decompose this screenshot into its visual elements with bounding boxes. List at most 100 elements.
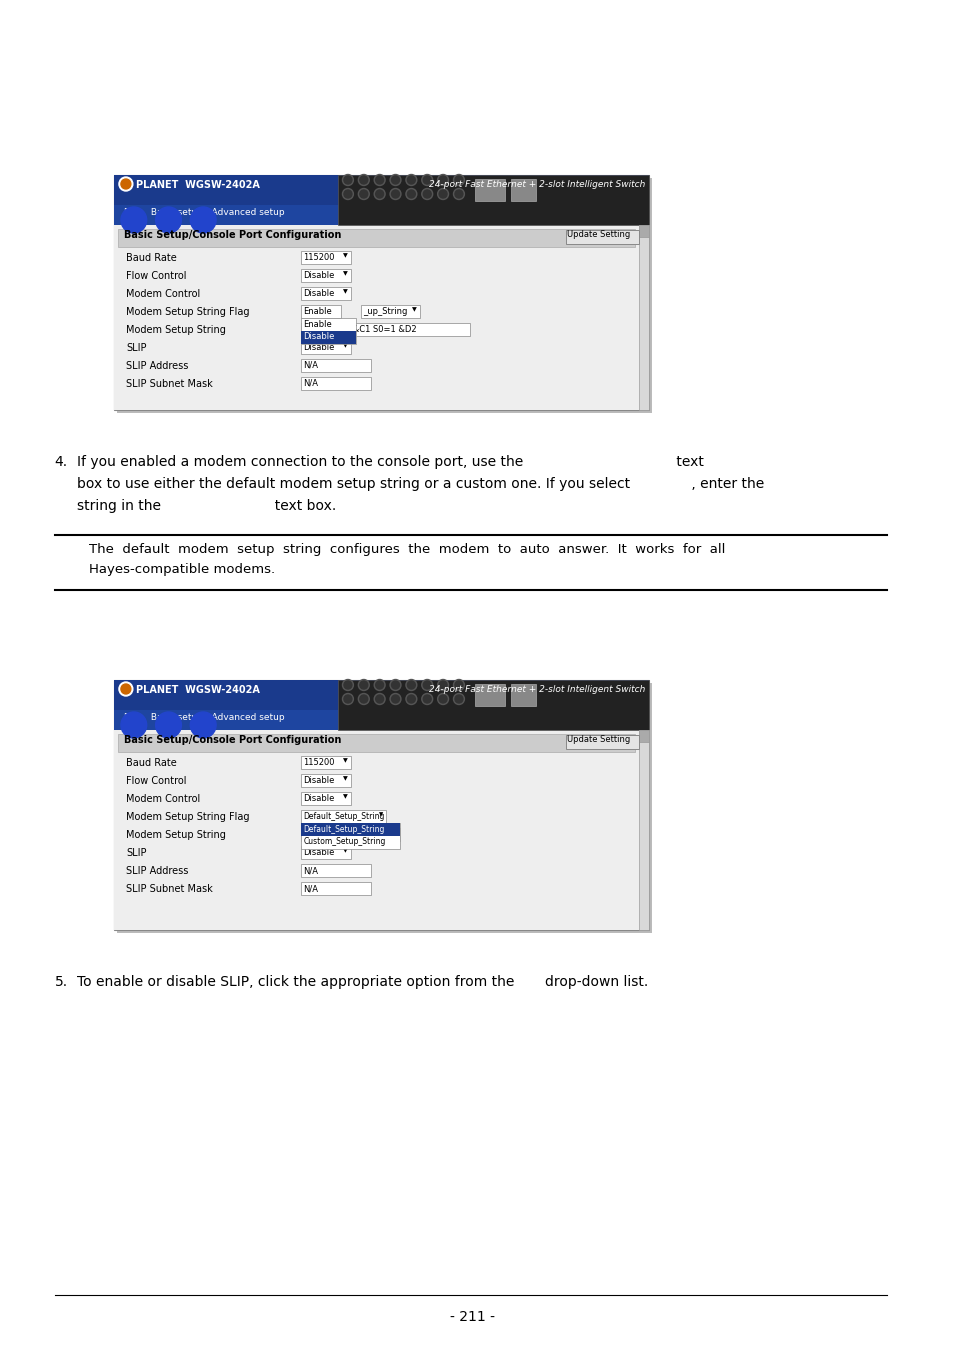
Circle shape (344, 176, 352, 184)
Text: Modem Setup String Flag: Modem Setup String Flag (126, 812, 249, 821)
Bar (475, 684, 504, 707)
Circle shape (423, 176, 431, 184)
Circle shape (121, 684, 131, 694)
Circle shape (405, 174, 416, 185)
Circle shape (358, 174, 369, 185)
Bar (301, 823, 400, 848)
Bar (639, 226, 649, 409)
Circle shape (342, 189, 353, 200)
Text: ▼: ▼ (343, 289, 347, 295)
Bar (113, 730, 639, 929)
Bar (113, 680, 649, 711)
Text: File    Basic setup   Advanced setup: File Basic setup Advanced setup (124, 208, 284, 218)
Circle shape (155, 207, 181, 232)
Text: 24-port Fast Ethernet + 2-slot Intelligent Switch: 24-port Fast Ethernet + 2-slot Intellige… (429, 180, 644, 189)
Bar (360, 305, 420, 317)
Circle shape (359, 190, 367, 199)
Bar (301, 882, 371, 894)
Circle shape (155, 712, 181, 738)
Bar (301, 823, 400, 836)
Bar (301, 340, 351, 354)
Circle shape (407, 681, 415, 689)
Bar (301, 828, 400, 842)
Bar (113, 226, 639, 409)
Circle shape (374, 693, 385, 704)
Circle shape (391, 176, 399, 184)
Bar (301, 323, 470, 336)
Circle shape (438, 694, 447, 703)
Circle shape (421, 174, 433, 185)
Circle shape (119, 682, 132, 696)
Bar (301, 865, 371, 877)
Bar (113, 176, 649, 205)
Circle shape (391, 694, 399, 703)
Bar (113, 205, 649, 226)
Circle shape (375, 681, 383, 689)
Circle shape (344, 190, 352, 199)
Text: Update Setting: Update Setting (566, 230, 630, 239)
Circle shape (358, 189, 369, 200)
Text: N/A: N/A (303, 361, 318, 370)
Bar (337, 176, 649, 226)
Bar (301, 269, 351, 282)
Text: _up_String: _up_String (362, 307, 407, 316)
Circle shape (453, 680, 464, 690)
Bar (301, 331, 355, 345)
Text: Disable: Disable (303, 289, 335, 299)
Circle shape (438, 681, 447, 689)
Text: Disable: Disable (303, 272, 335, 280)
Circle shape (190, 207, 216, 232)
Text: N/A: N/A (303, 866, 318, 875)
Circle shape (121, 178, 131, 189)
Circle shape (453, 693, 464, 704)
Text: 02: 02 (390, 830, 400, 839)
Bar (301, 774, 351, 788)
Circle shape (437, 174, 448, 185)
Text: Default_Setup_String: Default_Setup_String (303, 825, 384, 834)
Text: Flow Control: Flow Control (126, 272, 186, 281)
Circle shape (358, 680, 369, 690)
Text: Modem Setup String Flag: Modem Setup String Flag (126, 307, 249, 317)
Text: Enable: Enable (303, 307, 332, 316)
Text: ▼: ▼ (343, 794, 347, 798)
Bar (113, 680, 649, 929)
Text: If you enabled a modem connection to the console port, use the                  : If you enabled a modem connection to the… (77, 455, 703, 469)
Text: ▼: ▼ (343, 758, 347, 763)
Text: box to use either the default modem setup string or a custom one. If you select : box to use either the default modem setu… (77, 477, 763, 490)
Circle shape (374, 189, 385, 200)
Circle shape (342, 680, 353, 690)
Text: Default_Setup_String: Default_Setup_String (303, 812, 384, 821)
Circle shape (359, 694, 367, 703)
Bar (301, 359, 371, 372)
Circle shape (455, 176, 462, 184)
Circle shape (390, 189, 400, 200)
Circle shape (121, 712, 147, 738)
Text: Modem Control: Modem Control (126, 289, 200, 299)
Text: ▼: ▼ (343, 343, 347, 349)
Text: ▼: ▼ (343, 775, 347, 781)
Text: The  default  modem  setup  string  configures  the  modem  to  auto  answer.  I: The default modem setup string configure… (90, 543, 725, 557)
Circle shape (374, 680, 385, 690)
Text: SLIP: SLIP (126, 343, 146, 353)
Text: Modem Setup String: Modem Setup String (126, 830, 226, 840)
Circle shape (437, 680, 448, 690)
Text: SLIP Subnet Mask: SLIP Subnet Mask (126, 884, 213, 894)
Circle shape (390, 680, 400, 690)
Bar (511, 178, 536, 201)
Text: Baud Rate: Baud Rate (126, 758, 176, 767)
Circle shape (121, 207, 147, 232)
Text: SLIP Address: SLIP Address (126, 866, 188, 875)
Circle shape (390, 174, 400, 185)
Text: Basic Setup/Console Port Configuration: Basic Setup/Console Port Configuration (124, 230, 341, 240)
Text: SLIP Address: SLIP Address (126, 361, 188, 372)
Circle shape (455, 190, 462, 199)
Circle shape (407, 190, 415, 199)
Bar (301, 377, 371, 390)
Circle shape (390, 693, 400, 704)
Text: ▼: ▼ (343, 848, 347, 852)
Bar (301, 305, 340, 317)
Text: PLANET  WGSW-2402A: PLANET WGSW-2402A (135, 685, 259, 694)
Text: 115200: 115200 (303, 253, 335, 262)
Text: Modem Control: Modem Control (126, 794, 200, 804)
Circle shape (421, 189, 433, 200)
